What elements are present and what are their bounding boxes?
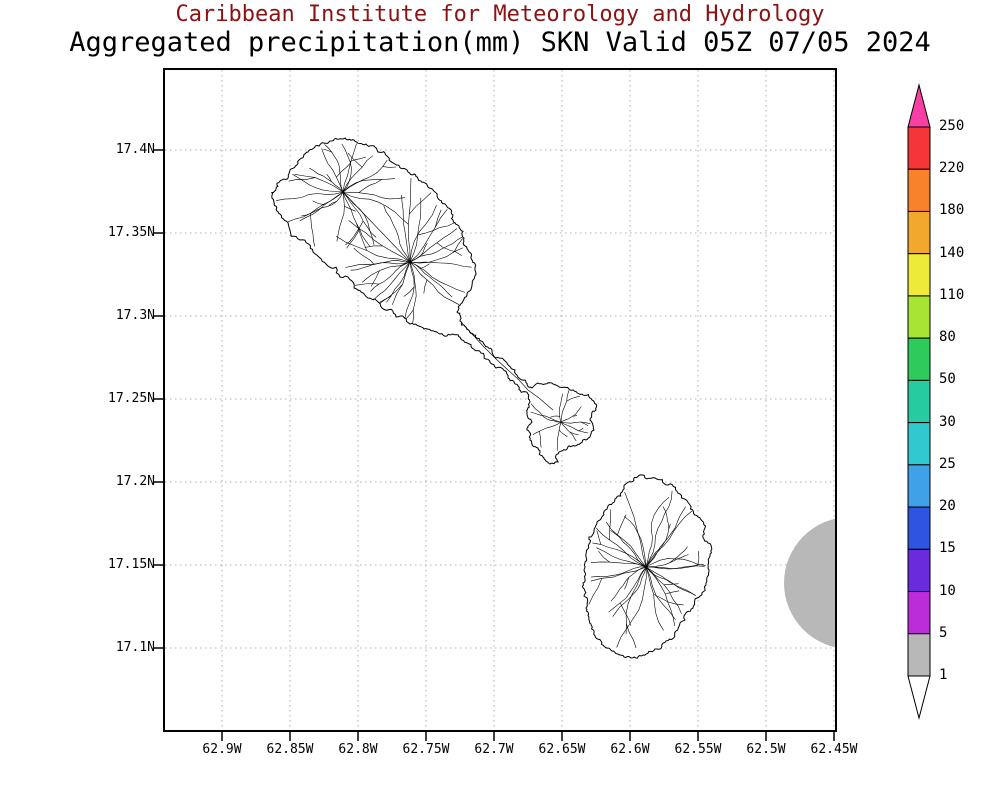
colorbar-level-label: 10 — [939, 582, 956, 599]
colorbar-segment — [907, 548, 931, 593]
colorbar-level-label: 5 — [939, 624, 948, 641]
colorbar-level-label: 180 — [939, 202, 965, 219]
colorbar-segment — [907, 210, 931, 255]
colorbar-segment — [907, 633, 931, 677]
latitude-tick-label: 17.2N — [115, 474, 155, 489]
latitude-tick-label: 17.15N — [108, 557, 155, 572]
colorbar-level-label: 110 — [939, 286, 965, 303]
longitude-tick-label: 62.65W — [538, 742, 586, 757]
longitude-tick-label: 62.55W — [674, 742, 722, 757]
latitude-tick-label: 17.1N — [115, 640, 155, 655]
colorbar-level-label: 220 — [939, 160, 965, 177]
map-canvas — [165, 70, 835, 730]
colorbar-segment — [907, 295, 931, 339]
colorbar-segment — [907, 506, 931, 550]
colorbar — [907, 83, 931, 720]
colorbar-level-label: 50 — [939, 371, 956, 388]
latitude-tick-label: 17.3N — [115, 308, 155, 323]
colorbar-segment — [907, 168, 931, 212]
sea-gray-patch — [784, 518, 835, 648]
gridlines — [165, 70, 835, 730]
colorbar-segment — [907, 422, 931, 466]
latitude-tick-label: 17.25N — [108, 391, 155, 406]
colorbar-arrow-top — [907, 83, 931, 128]
latitude-tick-label: 17.4N — [115, 142, 155, 157]
colorbar-segment — [907, 379, 931, 424]
longitude-tick-label: 62.6W — [610, 742, 650, 757]
colorbar-level-label: 15 — [939, 540, 956, 557]
product-title: Aggregated precipitation(mm) SKN Valid 0… — [69, 27, 931, 58]
latitude-tick-label: 17.35N — [108, 225, 155, 240]
longitude-tick-label: 62.7W — [474, 742, 514, 757]
title-block: Caribbean Institute for Meteorology and … — [0, 2, 1000, 58]
st-kitts-island — [270, 137, 598, 465]
longitude-tick-label: 62.8W — [338, 742, 378, 757]
colorbar-segment — [907, 591, 931, 635]
colorbar-level-label: 30 — [939, 413, 956, 430]
longitude-tick-label: 62.75W — [402, 742, 450, 757]
longitude-tick-label: 62.5W — [746, 742, 786, 757]
colorbar-segment — [907, 337, 931, 381]
colorbar-level-label: 140 — [939, 244, 965, 261]
colorbar-segment — [907, 253, 931, 297]
institute-title: Caribbean Institute for Meteorology and … — [175, 2, 825, 27]
colorbar-segment — [907, 464, 931, 508]
colorbar-level-label: 80 — [939, 329, 956, 346]
colorbar-level-label: 250 — [939, 118, 965, 134]
colorbar-arrow-bottom — [907, 675, 931, 720]
longitude-tick-label: 62.85W — [266, 742, 314, 757]
colorbar-segment — [907, 126, 931, 170]
drainage-network — [276, 143, 706, 649]
colorbar-level-label: 20 — [939, 498, 956, 515]
map-plot-area — [163, 68, 837, 732]
longitude-tick-label: 62.9W — [202, 742, 242, 757]
colorbar-level-label: 1 — [939, 666, 948, 683]
longitude-tick-label: 62.45W — [810, 742, 858, 757]
colorbar-level-label: 25 — [939, 455, 956, 472]
